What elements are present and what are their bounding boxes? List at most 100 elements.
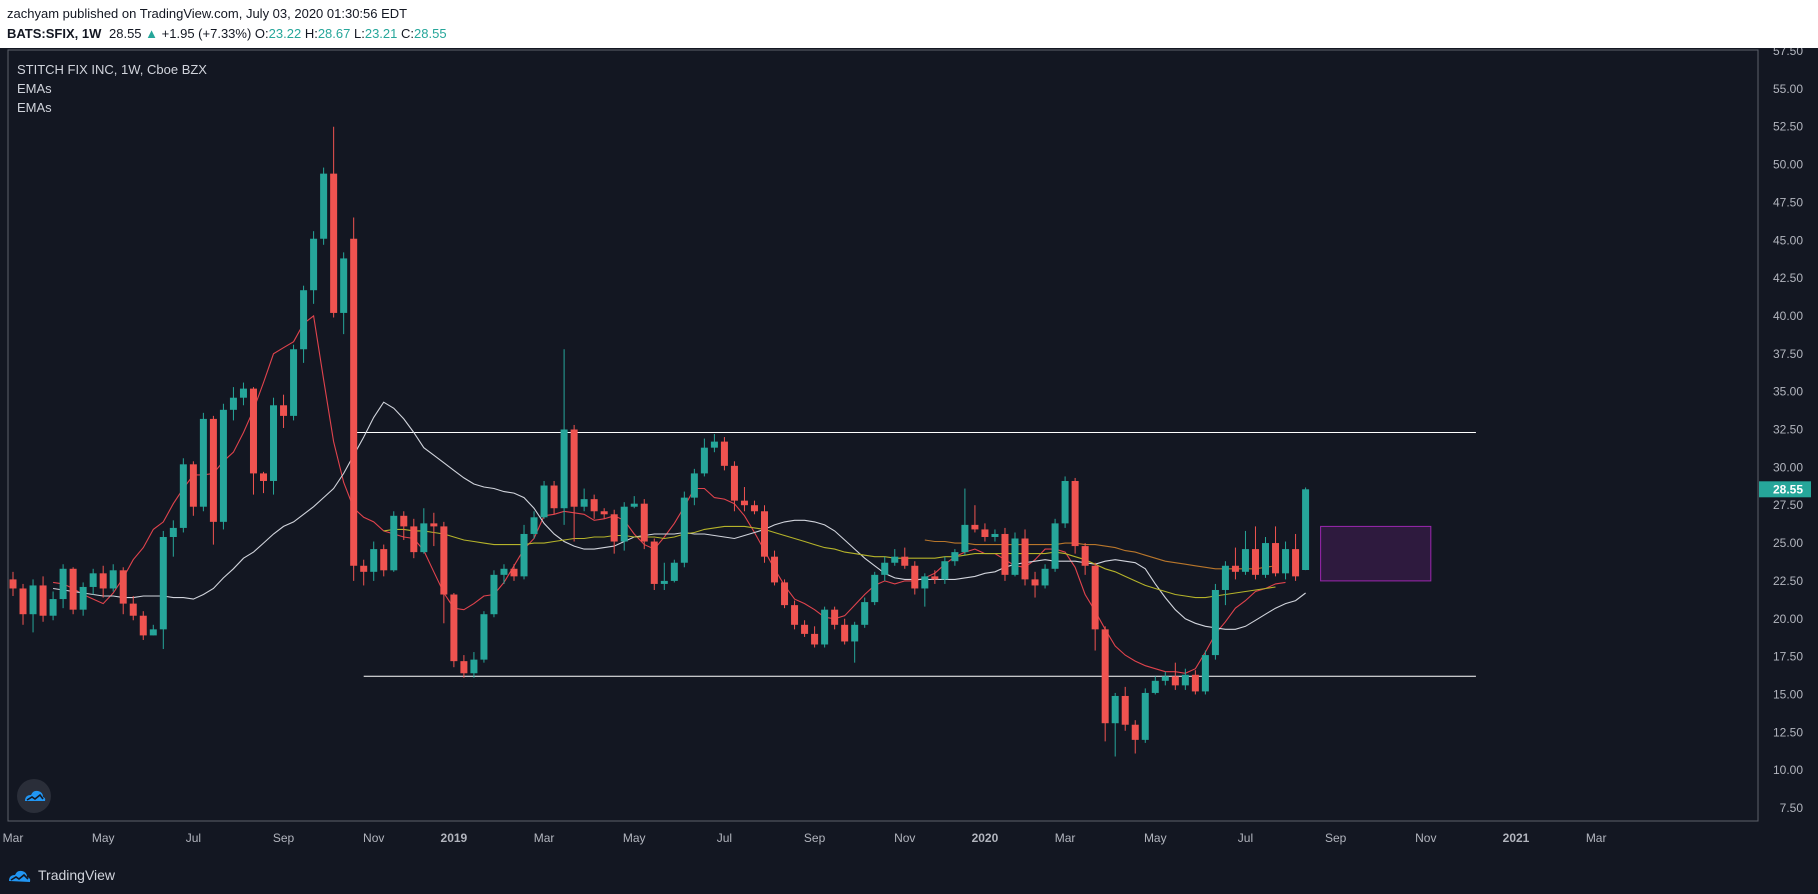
candle-body: [19, 588, 27, 615]
x-tick-label: 2019: [441, 831, 468, 845]
candle-body: [49, 599, 57, 616]
candle-body: [1041, 568, 1049, 586]
candle-body: [1191, 674, 1199, 692]
candle-body: [450, 594, 458, 662]
y-tick-label: 20.00: [1773, 612, 1803, 626]
candle-body: [149, 629, 157, 636]
candle-body: [270, 405, 278, 481]
candle-body: [670, 562, 678, 581]
candle-body: [360, 565, 368, 572]
candle-body: [189, 464, 197, 507]
y-tick-label: 25.00: [1773, 536, 1803, 550]
ema-line: [924, 539, 1276, 570]
candle-body: [560, 429, 568, 509]
candle-body: [239, 388, 247, 398]
x-tick-label: Sep: [273, 831, 295, 845]
y-tick-label: 7.50: [1780, 801, 1804, 815]
candle-body: [1251, 549, 1259, 575]
candle-body: [1051, 523, 1059, 569]
chart-background: [0, 48, 1818, 858]
candle-body: [470, 659, 478, 674]
candle-body: [861, 602, 869, 625]
candle-body: [350, 238, 358, 566]
candle-body: [1302, 489, 1310, 570]
candle-body: [680, 497, 688, 563]
candle-body: [510, 568, 518, 577]
candle-body: [570, 429, 578, 507]
x-tick-label: Jul: [1238, 831, 1253, 845]
candle-body: [290, 349, 298, 416]
candle-body: [540, 485, 548, 518]
ema-line: [53, 314, 1286, 674]
y-tick-label: 35.00: [1773, 385, 1803, 399]
x-tick-label: Mar: [1055, 831, 1076, 845]
candle-body: [1282, 549, 1290, 574]
tradingview-logo-icon[interactable]: [17, 779, 51, 813]
candle-body: [961, 524, 969, 553]
candle-body: [99, 573, 107, 589]
y-tick-label: 22.50: [1773, 574, 1803, 588]
candle-body: [229, 397, 237, 410]
candle-body: [640, 503, 648, 542]
close-label: C:: [401, 26, 415, 41]
candle-body: [600, 511, 608, 515]
low-label: L:: [354, 26, 365, 41]
low-value: 23.21: [364, 26, 398, 41]
candle-body: [109, 570, 117, 589]
y-tick-label: 52.50: [1773, 120, 1803, 134]
candle-body: [620, 506, 628, 542]
open-value: 23.22: [268, 26, 302, 41]
x-tick-label: Jul: [186, 831, 201, 845]
x-tick-label: 2021: [1503, 831, 1530, 845]
candle-body: [69, 568, 77, 610]
candle-body: [1241, 549, 1249, 572]
candle-body: [610, 514, 618, 542]
last-price-label: 28.55: [1773, 482, 1803, 496]
y-tick-label: 42.50: [1773, 271, 1803, 285]
candle-body: [1292, 549, 1300, 577]
candle-body: [440, 526, 448, 595]
candle-body: [931, 576, 939, 580]
candle-body: [460, 661, 468, 674]
ema-line: [383, 525, 1276, 599]
tradingview-brand-label[interactable]: TradingView: [38, 867, 116, 883]
y-tick-label: 37.50: [1773, 347, 1803, 361]
candle-body: [280, 405, 288, 416]
candle-body: [129, 603, 137, 616]
candle-body: [881, 562, 889, 575]
candle-body: [500, 568, 508, 575]
candle-body: [79, 586, 87, 610]
candle-body: [1031, 579, 1039, 586]
candle-body: [690, 473, 698, 498]
candle-body: [59, 568, 67, 600]
legend-indicator-ema-2[interactable]: EMAs: [17, 100, 52, 115]
symbol-label: BATS:SFIX, 1W: [7, 26, 102, 41]
candle-body: [1021, 538, 1029, 580]
candle-body: [791, 605, 799, 625]
candle-body: [410, 526, 418, 553]
candle-body: [700, 447, 708, 474]
candle-body: [1081, 546, 1089, 566]
y-tick-label: 12.50: [1773, 725, 1803, 739]
legend-title: STITCH FIX INC, 1W, Cboe BZX: [17, 62, 207, 77]
candle-body: [710, 441, 718, 448]
candle-body: [801, 624, 809, 634]
x-tick-label: 2020: [972, 831, 999, 845]
candle-body: [590, 499, 598, 512]
x-tick-label: Nov: [894, 831, 915, 845]
candle-body: [29, 585, 37, 615]
symbol-ohlc-line: BATS:SFIX, 1W 28.55 ▲ +1.95 (+7.33%) O:2…: [7, 26, 447, 41]
candle-body: [370, 549, 378, 572]
legend-indicator-ema-1[interactable]: EMAs: [17, 81, 52, 96]
y-tick-label: 55.00: [1773, 82, 1803, 96]
candle-body: [891, 556, 899, 563]
candle-body: [730, 465, 738, 501]
tradingview-brand-icon: [9, 870, 31, 882]
candle-body: [911, 565, 919, 589]
price-chart[interactable]: 57.50 55.00 52.50 50.00 47.50 45.00 42.50 40.00…: [0, 48, 1818, 858]
candle-body: [1211, 589, 1219, 656]
x-tick-label: May: [92, 831, 115, 845]
candle-body: [851, 624, 859, 642]
candle-body: [750, 505, 758, 512]
up-arrow-icon: ▲: [145, 26, 159, 41]
